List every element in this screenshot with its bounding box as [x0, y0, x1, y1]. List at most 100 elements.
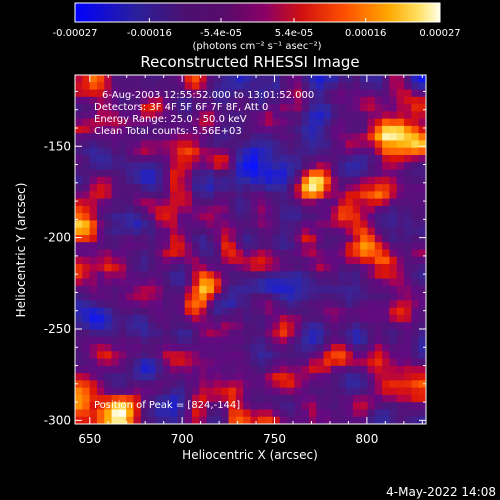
- heatmap-cell: [279, 329, 288, 338]
- heatmap-cell: [111, 198, 120, 207]
- heatmap-cell: [338, 118, 347, 127]
- heatmap-cell: [96, 169, 105, 178]
- heatmap-cell: [243, 154, 252, 163]
- heatmap-cell: [133, 191, 142, 200]
- heatmap-cell: [323, 387, 332, 396]
- heatmap-cell: [104, 373, 113, 381]
- heatmap-cell: [221, 89, 230, 98]
- heatmap-cell: [96, 162, 105, 171]
- heatmap-cell: [352, 380, 361, 389]
- heatmap-cell: [330, 82, 339, 91]
- heatmap-cell: [148, 322, 157, 331]
- heatmap-cell: [155, 271, 164, 280]
- heatmap-cell: [111, 387, 120, 396]
- heatmap-cell: [411, 125, 420, 134]
- heatmap-cell: [382, 256, 391, 265]
- heatmap-cell: [309, 416, 317, 424]
- heatmap-cell: [228, 220, 237, 229]
- heatmap-cell: [389, 271, 398, 280]
- heatmap-cell: [184, 104, 193, 112]
- heatmap-cell: [184, 358, 193, 367]
- heatmap-cell: [345, 249, 354, 258]
- heatmap-cell: [162, 278, 171, 287]
- heatmap-cell: [382, 220, 391, 229]
- heatmap-cell: [367, 416, 376, 424]
- heatmap-cell: [330, 358, 339, 367]
- heatmap-cell: [323, 365, 332, 374]
- heatmap-cell: [411, 75, 420, 83]
- heatmap-cell: [389, 191, 398, 200]
- heatmap-cell: [96, 387, 105, 396]
- heatmap-cell: [265, 198, 274, 207]
- heatmap-cell: [360, 264, 369, 272]
- heatmap-cell: [345, 307, 354, 316]
- heatmap-cell: [265, 249, 274, 258]
- heatmap-cell: [213, 205, 222, 214]
- heatmap-cell: [374, 278, 383, 287]
- heatmap-cell: [75, 373, 83, 381]
- heatmap-cell: [155, 184, 164, 192]
- heatmap-cell: [235, 271, 244, 280]
- heatmap-cell: [96, 358, 105, 367]
- heatmap-cell: [170, 249, 178, 258]
- heatmap-cell: [155, 125, 164, 134]
- heatmap-cell: [360, 307, 369, 316]
- heatmap-cell: [374, 242, 383, 251]
- heatmap-cell: [118, 285, 127, 294]
- heatmap-cell: [192, 118, 200, 127]
- heatmap-cell: [345, 264, 354, 272]
- heatmap-cell: [170, 184, 178, 192]
- heatmap-cell: [257, 344, 266, 352]
- heatmap-cell: [382, 118, 391, 127]
- heatmap-cell: [199, 380, 208, 389]
- heatmap-cell: [338, 184, 347, 192]
- heatmap-cell: [360, 409, 369, 418]
- heatmap-cell: [338, 344, 347, 352]
- heatmap-cell: [309, 111, 317, 120]
- heatmap-cell: [360, 293, 369, 301]
- heatmap-cell: [213, 409, 222, 418]
- heatmap-cell: [104, 344, 113, 352]
- heatmap-cell: [389, 75, 398, 83]
- heatmap-cell: [177, 169, 186, 178]
- heatmap-cell: [345, 256, 354, 265]
- heatmap-cell: [250, 89, 259, 98]
- heatmap-cell: [75, 133, 83, 142]
- heatmap-cell: [140, 162, 149, 171]
- heatmap-cell: [389, 307, 398, 316]
- heatmap-cell: [301, 373, 310, 381]
- heatmap-cell: [206, 89, 215, 98]
- heatmap-cell: [140, 184, 149, 192]
- heatmap-cell: [345, 176, 354, 185]
- heatmap-cell: [228, 264, 237, 272]
- heatmap-cell: [89, 140, 98, 149]
- heatmap-cell: [148, 82, 157, 91]
- heatmap-cell: [184, 380, 193, 389]
- heatmap-cell: [265, 213, 274, 222]
- heatmap-cell: [323, 118, 332, 127]
- heatmap-cell: [177, 118, 186, 127]
- heatmap-cell: [199, 118, 208, 127]
- heatmap-cell: [140, 249, 149, 258]
- heatmap-cell: [104, 314, 113, 323]
- heatmap-cell: [352, 293, 361, 301]
- heatmap-cell: [170, 373, 178, 381]
- heatmap-cell: [374, 96, 383, 105]
- heatmap-cell: [330, 314, 339, 323]
- heatmap-cell: [82, 220, 91, 229]
- heatmap-cell: [338, 111, 347, 120]
- heatmap-cell: [352, 169, 361, 178]
- heatmap-cell: [104, 154, 113, 163]
- heatmap-cell: [75, 293, 83, 301]
- heatmap-cell: [294, 278, 303, 287]
- heatmap-cell: [118, 89, 127, 98]
- heatmap-cell: [213, 314, 222, 323]
- heatmap-cell: [404, 140, 412, 149]
- heatmap-cell: [316, 147, 325, 156]
- heatmap-cell: [301, 140, 310, 149]
- heatmap-cell: [162, 125, 171, 134]
- heatmap-cell: [418, 256, 426, 265]
- heatmap-cell: [148, 227, 157, 236]
- heatmap-cell: [404, 75, 412, 83]
- heatmap-cell: [272, 75, 281, 83]
